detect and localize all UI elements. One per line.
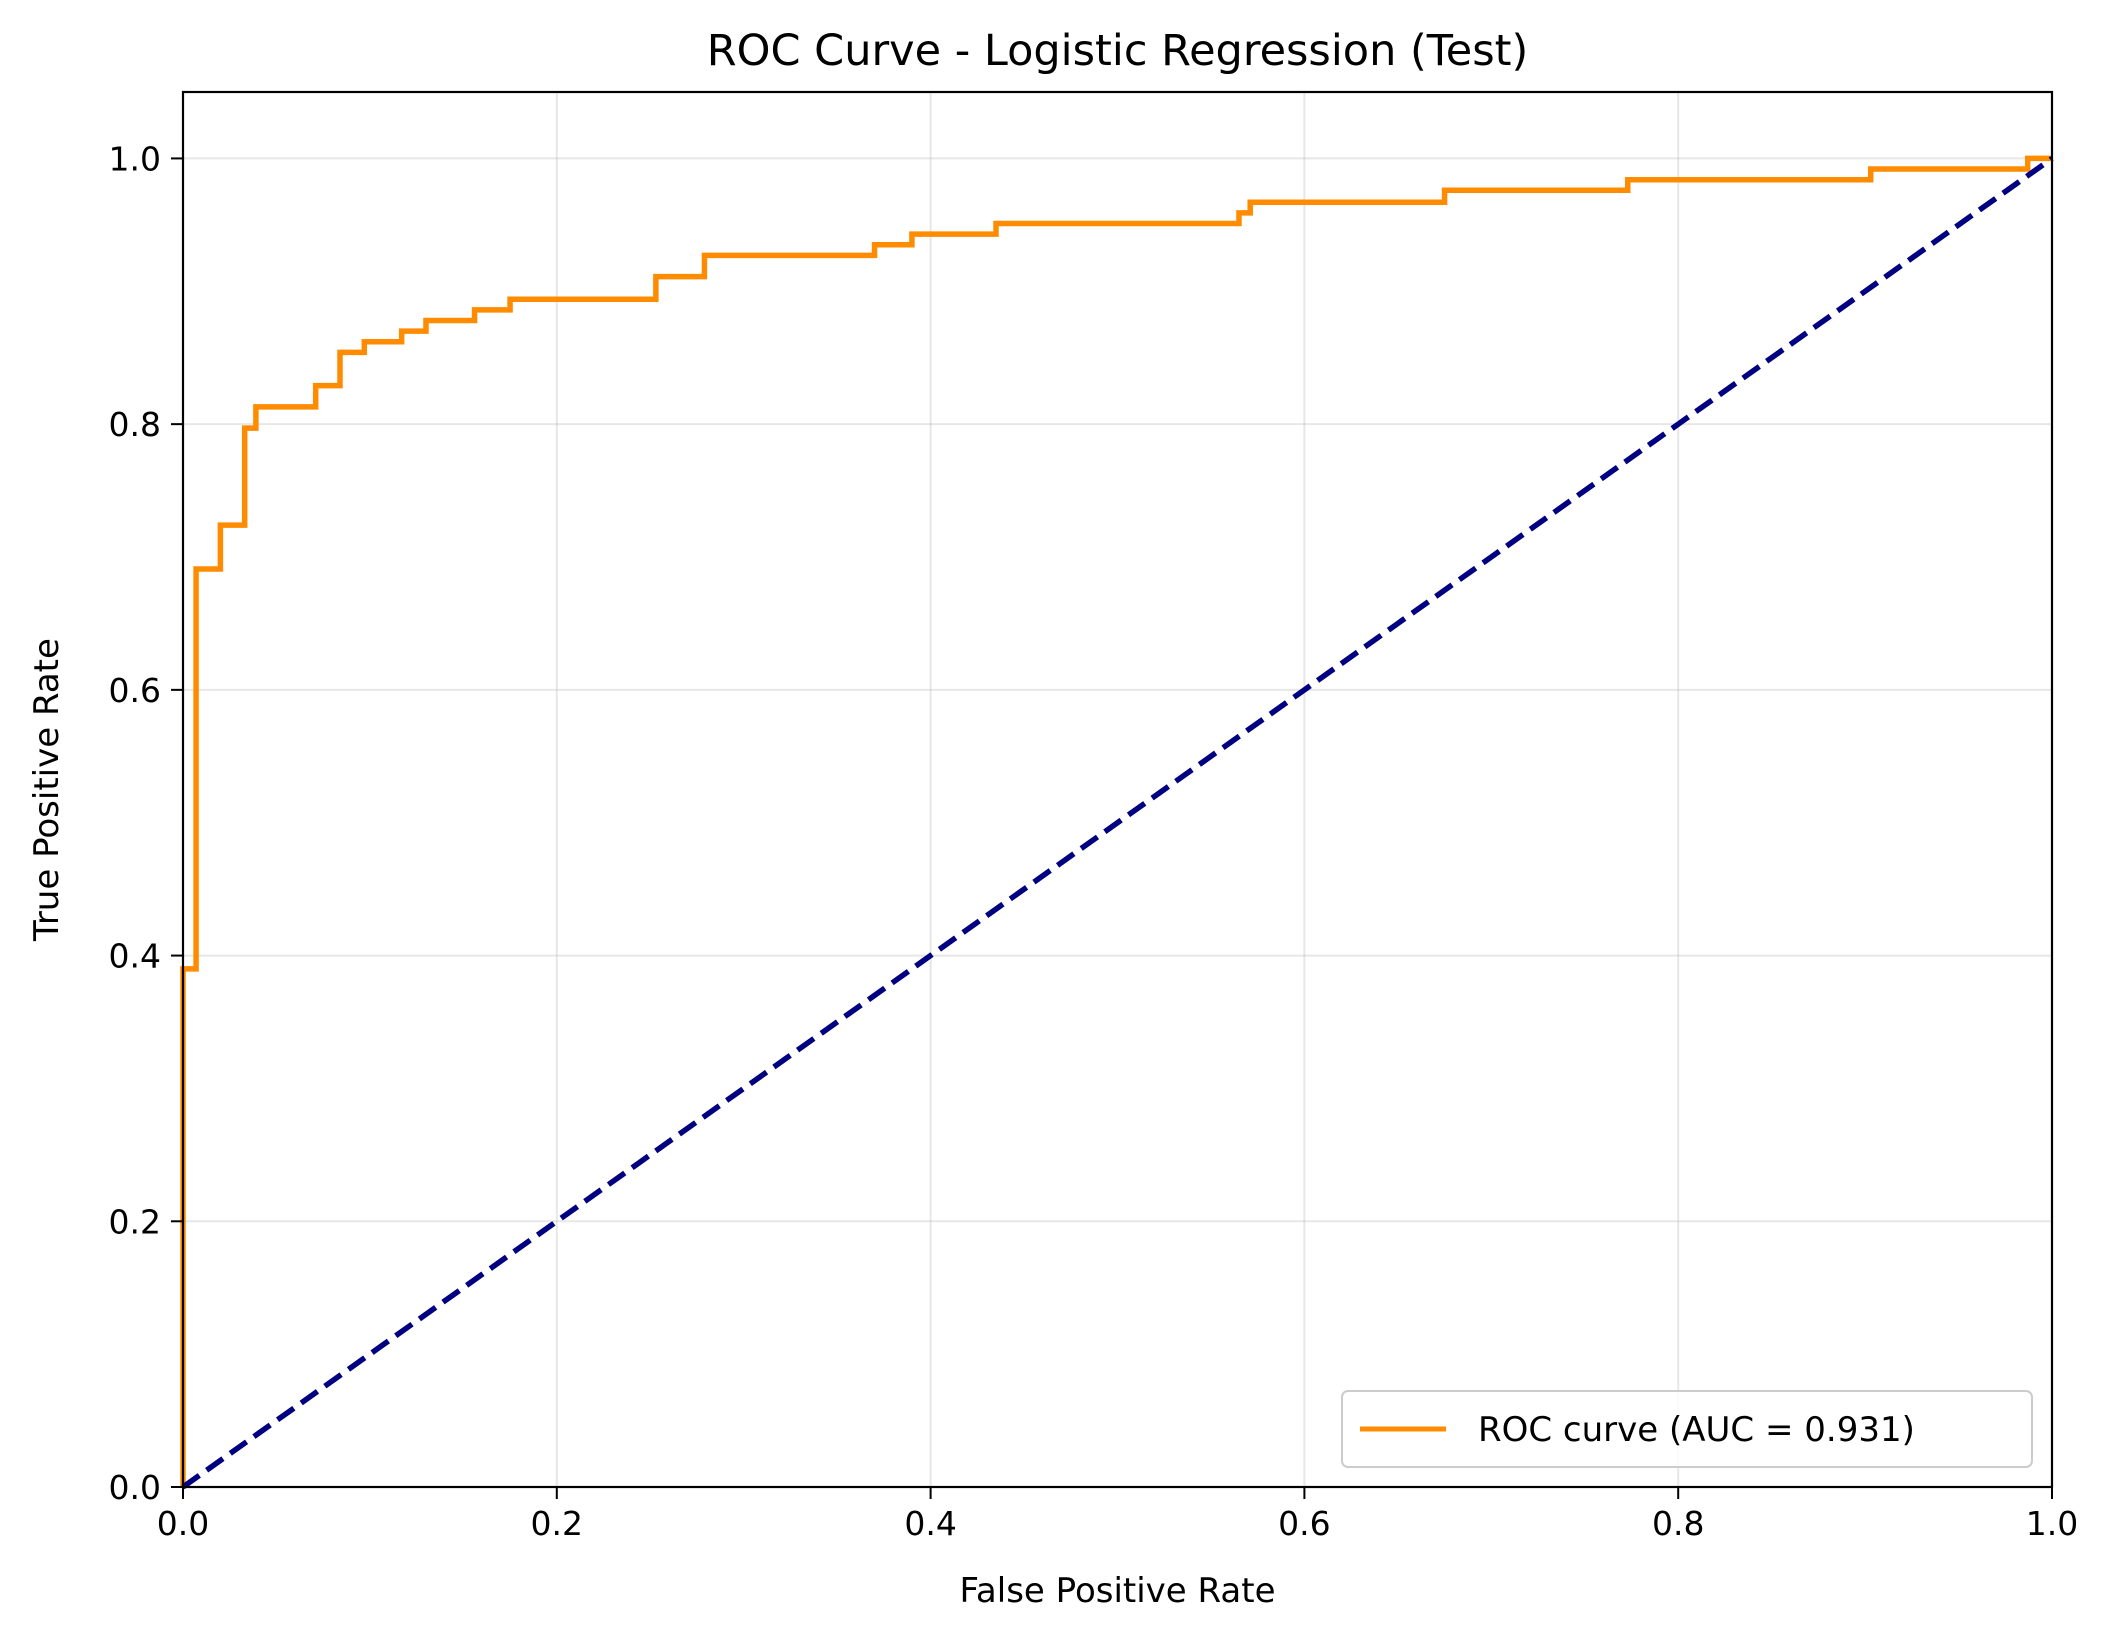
legend-box [1341, 1390, 2033, 1468]
x-tick-label: 0.8 [1652, 1504, 1704, 1543]
x-tick-label: 0.2 [531, 1504, 583, 1543]
x-axis-label: False Positive Rate [960, 1571, 1276, 1611]
legend-label-roc-curve: ROC curve (AUC = 0.931) [1478, 1410, 1915, 1450]
y-tick-label: 0.0 [109, 1468, 161, 1507]
y-axis-label: True Positive Rate [27, 638, 67, 942]
legend: ROC curve (AUC = 0.931) [1341, 1390, 2033, 1468]
y-tick-label: 0.2 [109, 1202, 161, 1241]
plot-lines [180, 155, 2054, 1490]
axes-frame [181, 90, 2054, 1489]
y-tick-label: 1.0 [109, 139, 161, 178]
x-tick-label: 0.6 [1278, 1504, 1330, 1543]
diagonal-reference-line [181, 156, 2054, 1490]
ticks: 0.0 0.2 0.4 0.6 0.8 1.0 0.0 0.2 0.4 0.6 0.8 1.0 [109, 139, 2079, 1543]
x-tick-label: 1.0 [2026, 1504, 2078, 1543]
x-tick-label: 0.0 [157, 1504, 209, 1543]
x-tick-label: 0.4 [904, 1504, 956, 1543]
y-tick-label: 0.8 [109, 405, 161, 444]
y-tick-label: 0.4 [109, 937, 161, 976]
roc-curve-line [180, 155, 2052, 1487]
y-tick-label: 0.6 [109, 671, 161, 710]
chart-title: ROC Curve - Logistic Regression (Test) [707, 26, 1529, 76]
